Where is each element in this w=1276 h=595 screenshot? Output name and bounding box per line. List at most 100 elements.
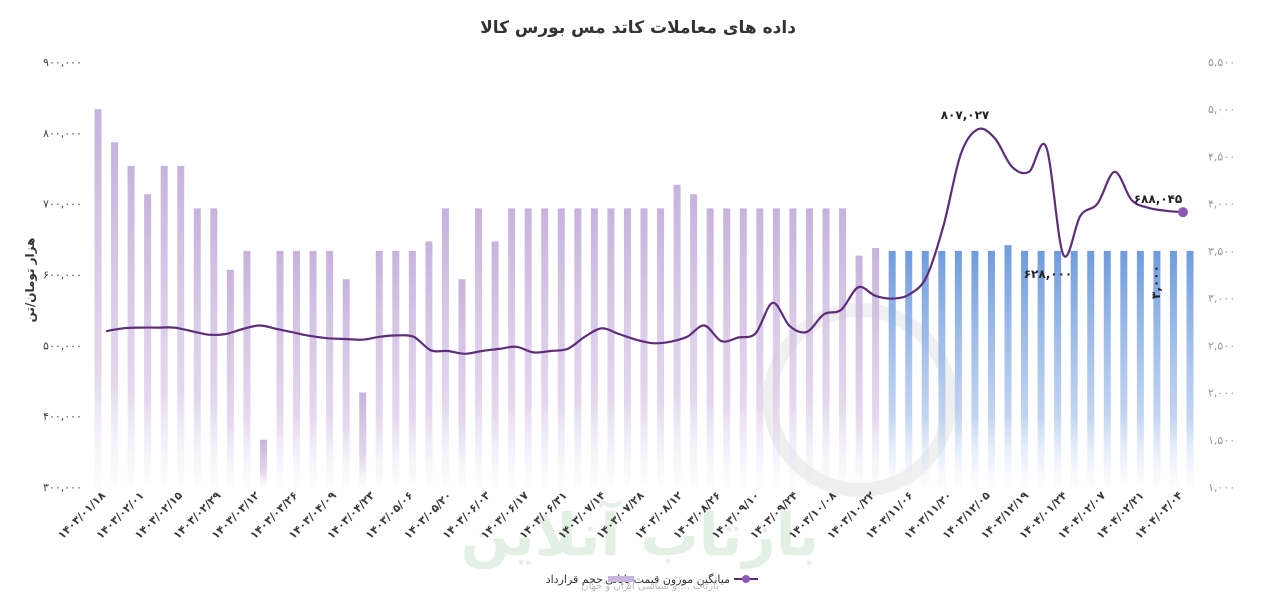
legend: میانگین موزون قیمت پایانی حجم قرارداد <box>546 573 758 586</box>
chart-title: داده های معاملات کاتد مس بورس کالا <box>480 18 796 38</box>
volume-bar <box>574 208 582 487</box>
volume-bar <box>557 208 565 487</box>
volume-bar <box>772 208 780 487</box>
y-tick-right: ۵,۰۰۰ <box>1208 103 1235 116</box>
volume-bar <box>177 165 185 487</box>
legend-item-price[interactable]: میانگین موزون قیمت پایانی <box>605 573 758 586</box>
volume-bar <box>1021 250 1029 487</box>
volume-bars <box>94 109 1194 487</box>
volume-bar <box>872 248 880 487</box>
volume-bar <box>491 241 499 487</box>
volume-bar <box>739 208 747 487</box>
annotation-label: ۶۸۸,۰۴۵ <box>1134 192 1183 206</box>
volume-bar <box>971 250 979 487</box>
volume-bar <box>392 250 400 487</box>
volume-bar <box>723 208 731 487</box>
volume-bar <box>1103 250 1111 487</box>
volume-bar <box>1136 250 1144 487</box>
volume-bar <box>541 208 549 487</box>
volume-bar <box>657 208 665 487</box>
volume-bar <box>342 279 350 487</box>
annotation-label: ۶۲۸,۰۰۰ <box>1024 267 1073 281</box>
y-tick-left: ۷۰۰,۰۰۰ <box>43 198 82 211</box>
y-tick-left: ۳۰۰,۰۰۰ <box>43 481 82 494</box>
volume-bar <box>954 250 962 487</box>
volume-bar <box>193 208 201 487</box>
y-tick-right: ۲,۵۰۰ <box>1208 339 1235 352</box>
volume-bar <box>1186 250 1194 487</box>
volume-bar <box>1169 250 1177 487</box>
volume-bar <box>1004 245 1012 487</box>
volume-bar <box>293 250 301 487</box>
volume-bar <box>905 250 913 487</box>
y-axis-left: ۳۰۰,۰۰۰ ۴۰۰,۰۰۰ ۵۰۰,۰۰۰ ۶۰۰,۰۰۰ ۷۰۰,۰۰۰ ۸۰۰,۰… <box>43 56 82 494</box>
y-tick-right: ۳,۰۰۰ <box>1208 292 1235 305</box>
volume-bar <box>441 208 449 487</box>
volume-bar <box>309 250 317 487</box>
annotation-label: ۸۰۷,۰۲۷ <box>941 108 990 122</box>
volume-bar <box>938 250 946 487</box>
volume-bar <box>326 250 334 487</box>
volume-bar <box>408 250 416 487</box>
y-axis-label: هزار تومان/تن <box>23 238 38 323</box>
volume-bar <box>127 165 135 487</box>
price-line <box>105 127 1184 355</box>
volume-bar <box>789 208 797 487</box>
volume-bar <box>359 392 367 487</box>
y-tick-left: ۵۰۰,۰۰۰ <box>43 339 82 352</box>
volume-bar <box>111 142 119 487</box>
y-tick-right: ۴,۵۰۰ <box>1208 150 1235 163</box>
price-last-point <box>1178 207 1188 218</box>
volume-bar <box>226 269 234 487</box>
volume-bar <box>1070 250 1078 487</box>
volume-bar <box>276 250 284 487</box>
volume-bar <box>1153 250 1161 487</box>
volume-bar <box>243 250 251 487</box>
volume-bar <box>524 208 532 487</box>
volume-bar <box>673 184 681 487</box>
y-tick-right: ۴,۰۰۰ <box>1208 198 1235 211</box>
volume-bar <box>590 208 598 487</box>
legend-item-volume[interactable]: حجم قرارداد <box>546 573 634 586</box>
y-tick-left: ۴۰۰,۰۰۰ <box>43 410 82 423</box>
volume-bar <box>210 208 218 487</box>
y-tick-left: ۹۰۰,۰۰۰ <box>43 56 82 69</box>
volume-bar <box>375 250 383 487</box>
watermark-text: بازتاب آنلاین <box>461 499 820 570</box>
volume-bar <box>607 208 615 487</box>
volume-bar <box>1087 250 1095 487</box>
volume-bar <box>1054 250 1062 487</box>
price-line-group <box>105 127 1188 355</box>
volume-bar <box>1120 250 1128 487</box>
legend-volume-label: حجم قرارداد <box>546 573 603 586</box>
volume-bar <box>475 208 483 487</box>
y-tick-left: ۸۰۰,۰۰۰ <box>43 127 82 140</box>
volume-bar <box>94 109 102 487</box>
legend-price-marker <box>742 575 750 583</box>
watermark-subtext: بازتاب ... و سیاسی ایران و جهان <box>581 581 719 592</box>
volume-bar <box>144 194 152 487</box>
volume-bar <box>822 208 830 487</box>
volume-bar <box>839 208 847 487</box>
volume-bar <box>425 241 433 487</box>
volume-bar <box>259 439 267 487</box>
y-tick-right: ۱,۵۰۰ <box>1208 434 1235 447</box>
y-tick-right: ۱,۰۰۰ <box>1208 481 1235 494</box>
volume-bar <box>623 208 631 487</box>
volume-bar <box>855 255 863 487</box>
y-tick-right: ۳,۵۰۰ <box>1208 245 1235 258</box>
volume-bar <box>640 208 648 487</box>
volume-bar <box>888 250 896 487</box>
volume-bar <box>805 208 813 487</box>
annotation-label: ۳,۰۰۰ <box>1149 265 1163 299</box>
volume-bar <box>756 208 764 487</box>
y-tick-right: ۵,۵۰۰ <box>1208 56 1235 69</box>
volume-bar <box>458 279 466 487</box>
y-axis-right: ۱,۰۰۰ ۱,۵۰۰ ۲,۰۰۰ ۲,۵۰۰ ۳,۰۰۰ ۳,۵۰۰ ۴,۰۰۰ ۴,۵۰۰… <box>1208 56 1235 494</box>
volume-bar <box>921 250 929 487</box>
y-tick-right: ۲,۰۰۰ <box>1208 387 1235 400</box>
annotations: ۸۰۷,۰۲۷ ۶۲۸,۰۰۰ ۶۸۸,۰۴۵ ۳,۰۰۰ <box>941 108 1183 299</box>
volume-bar <box>1037 250 1045 487</box>
volume-bar <box>987 250 995 487</box>
